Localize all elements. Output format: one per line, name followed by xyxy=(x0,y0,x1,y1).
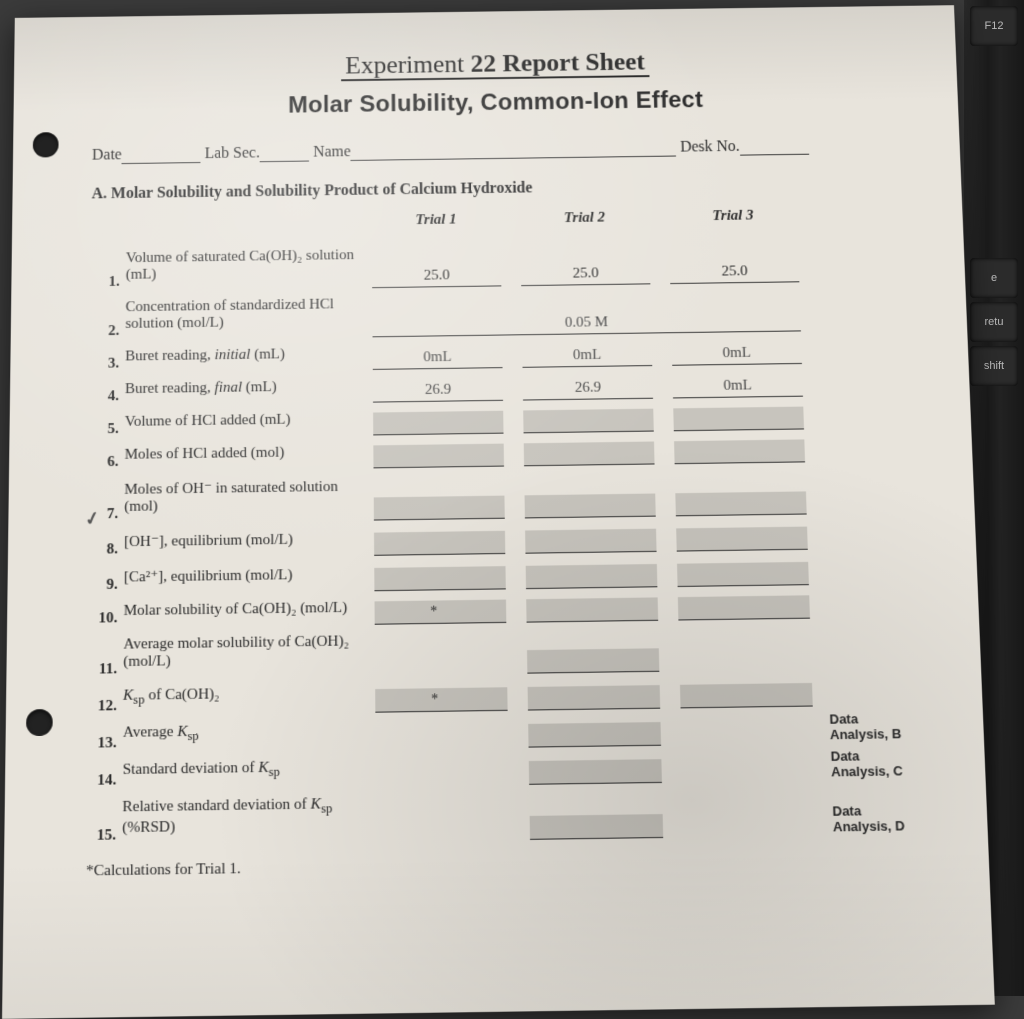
value-cell[interactable] xyxy=(513,399,664,434)
row-number: 1. xyxy=(91,243,126,292)
row-label: Concentration of standardized HCl soluti… xyxy=(125,288,362,340)
meta-desk-label: Desk No. xyxy=(680,138,740,155)
punch-hole xyxy=(26,709,53,736)
row-label: Molar solubility of Ca(OH)₂ (mol/L) xyxy=(124,591,365,628)
value-cell[interactable] xyxy=(663,397,814,432)
punch-hole xyxy=(33,132,59,157)
value-cell[interactable] xyxy=(514,464,666,518)
row-number: 9. xyxy=(88,559,124,595)
row-number: 4. xyxy=(90,373,125,406)
row-label: Buret reading, initial (mL) xyxy=(125,337,363,373)
key-return: retu xyxy=(970,302,1018,342)
row-label: Buret reading, final (mL) xyxy=(125,370,363,406)
footnote: *Calculations for Trial 1. xyxy=(86,851,928,881)
asterisk-icon: * xyxy=(431,692,438,709)
desk-field[interactable] xyxy=(740,140,809,155)
value-cell[interactable] xyxy=(518,746,672,785)
meta-lab-label: Lab Sec. xyxy=(205,145,260,162)
key-e: e xyxy=(970,258,1018,298)
value-cell[interactable]: * xyxy=(364,589,516,625)
analysis-note: DataAnalysis, B xyxy=(823,705,923,743)
value-cell[interactable]: 0.05 M xyxy=(362,282,811,337)
meta-row: Date Lab Sec. Name Desk No. xyxy=(92,136,901,164)
value-cell[interactable] xyxy=(667,550,819,588)
analysis-note xyxy=(820,617,920,669)
col-trial3: Trial 3 xyxy=(658,203,807,235)
meta-date-label: Date xyxy=(92,147,122,164)
title-pre: Experiment xyxy=(345,50,471,79)
row-number: 10. xyxy=(88,595,124,629)
row-number: 5. xyxy=(90,406,125,439)
analysis-note: DataAnalysis, C xyxy=(824,742,924,781)
value-cell[interactable] xyxy=(515,552,667,590)
col-trial1: Trial 1 xyxy=(362,207,511,239)
value-cell[interactable]: 0mL xyxy=(363,335,513,370)
value-cell[interactable] xyxy=(364,554,516,592)
row-number: 12. xyxy=(87,679,123,716)
row-label: Average molar solubility of Ca(OH)₂ (mol… xyxy=(123,625,365,679)
value-cell[interactable] xyxy=(516,621,669,674)
row-number: 11. xyxy=(88,628,124,680)
row-number: 14. xyxy=(87,753,123,791)
value-cell[interactable] xyxy=(667,585,820,621)
value-cell[interactable] xyxy=(514,431,665,466)
row-label: [OH⁻], equilibrium (mol/L) xyxy=(124,521,364,560)
value-cell[interactable] xyxy=(666,514,818,551)
page-title: Experiment 22 Report Sheet xyxy=(93,44,898,84)
analysis-note: DataAnalysis, D xyxy=(825,779,926,835)
row-label: Relative standard deviation of Ksp (%RSD… xyxy=(122,787,366,846)
value-cell[interactable] xyxy=(665,462,817,516)
page-subtitle: Molar Solubility, Common-Ion Effect xyxy=(92,84,899,122)
value-cell[interactable]: 26.9 xyxy=(513,366,663,401)
value-cell[interactable] xyxy=(516,587,668,623)
row-number: 15. xyxy=(86,791,122,847)
value-cell[interactable]: 0mL xyxy=(661,331,811,366)
section-a-head: A. Molar Solubility and Solubility Produ… xyxy=(92,175,903,204)
row-label: Average Ksp xyxy=(123,713,366,753)
value-cell[interactable] xyxy=(664,429,815,464)
row-number: 3. xyxy=(90,341,125,374)
value-cell[interactable]: 25.0 xyxy=(659,233,809,284)
asterisk-icon: * xyxy=(430,605,437,621)
table-row: 15.Relative standard deviation of Ksp (%… xyxy=(86,779,926,846)
labsec-field[interactable] xyxy=(260,147,309,162)
value-cell[interactable] xyxy=(669,669,822,708)
value-cell[interactable] xyxy=(518,709,671,748)
row-label: Moles of OH⁻ in saturated solution (mol) xyxy=(124,469,364,525)
key-f12: F12 xyxy=(970,6,1018,46)
row-label: Volume of HCl added (mL) xyxy=(125,403,364,439)
value-cell[interactable] xyxy=(364,519,516,556)
row-label: [Ca²⁺], equilibrium (mol/L) xyxy=(124,556,365,595)
value-cell[interactable] xyxy=(363,466,514,520)
value-cell[interactable]: 25.0 xyxy=(511,235,661,286)
value-cell[interactable]: 0mL xyxy=(662,364,813,399)
value-cell[interactable] xyxy=(363,433,514,468)
value-cell[interactable]: * xyxy=(365,674,518,713)
worksheet-paper: Experiment 22 Report Sheet Molar Solubil… xyxy=(2,5,995,1019)
col-trial2: Trial 2 xyxy=(510,205,659,237)
value-cell[interactable] xyxy=(517,672,670,711)
row-label: Standard deviation of Ksp xyxy=(122,750,365,791)
row-number: 2. xyxy=(90,292,125,342)
value-cell[interactable] xyxy=(515,516,667,553)
row-number: ✓7. xyxy=(89,472,125,525)
key-shift: shift xyxy=(970,346,1018,386)
value-cell[interactable]: 26.9 xyxy=(363,368,513,403)
row-label: Volume of saturated Ca(OH)₂ solution (mL… xyxy=(126,239,363,291)
data-table: Trial 1 Trial 2 Trial 3 1.Volume of satu… xyxy=(86,202,926,846)
row-number: 6. xyxy=(89,439,124,472)
row-number: 13. xyxy=(87,716,123,754)
value-cell[interactable]: 0mL xyxy=(512,333,662,368)
meta-name-label: Name xyxy=(313,144,351,161)
value-cell[interactable] xyxy=(363,401,514,436)
name-field[interactable] xyxy=(351,142,677,161)
row-label: Ksp of Ca(OH)₂ xyxy=(123,676,365,716)
checkmark-icon: ✓ xyxy=(83,507,102,531)
date-field[interactable] xyxy=(122,149,201,165)
value-cell[interactable] xyxy=(519,783,674,840)
title-bold: 22 Report Sheet xyxy=(470,47,645,77)
value-cell[interactable]: 25.0 xyxy=(362,237,511,288)
row-label: Moles of HCl added (mol) xyxy=(125,436,364,472)
